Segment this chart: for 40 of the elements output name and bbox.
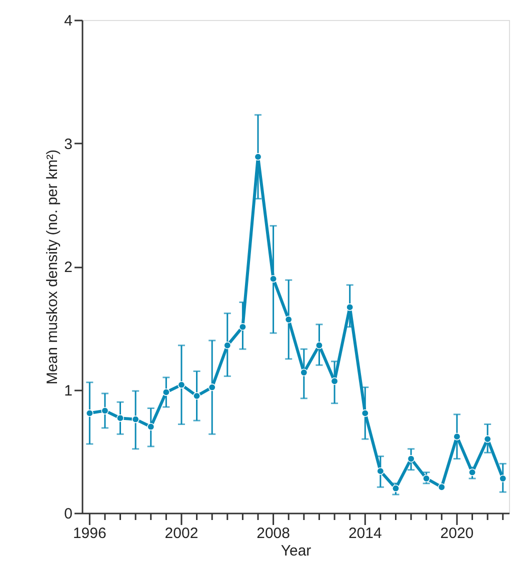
y-tick-label: 3 xyxy=(64,136,72,153)
x-tick-label: 2008 xyxy=(256,525,290,542)
point xyxy=(101,406,109,414)
point xyxy=(315,342,323,350)
point xyxy=(284,316,292,324)
point xyxy=(438,483,446,491)
point xyxy=(238,323,246,331)
point xyxy=(224,342,232,350)
point xyxy=(407,455,415,463)
point xyxy=(162,388,170,396)
point xyxy=(499,474,507,482)
y-axis-title: Mean muskox density (no. per km²) xyxy=(44,149,62,385)
point xyxy=(132,416,140,424)
point xyxy=(361,409,369,417)
point xyxy=(453,432,461,440)
y-tick-label: 2 xyxy=(64,259,72,276)
point xyxy=(468,468,476,476)
point xyxy=(346,303,354,311)
point xyxy=(392,484,400,492)
point xyxy=(116,414,124,422)
y-tick-label: 4 xyxy=(64,12,72,30)
point xyxy=(178,381,186,389)
x-axis-title: Year xyxy=(280,542,312,560)
point xyxy=(270,275,278,283)
x-tick-label: 2002 xyxy=(164,525,198,542)
point xyxy=(147,422,155,430)
point xyxy=(86,409,94,417)
point xyxy=(193,392,201,400)
point xyxy=(330,377,338,385)
y-tick-label: 1 xyxy=(64,382,72,400)
point xyxy=(422,474,430,482)
y-tick-label: 0 xyxy=(64,506,72,522)
point xyxy=(254,153,262,161)
x-tick-label: 1996 xyxy=(72,525,106,542)
x-tick-label: 2014 xyxy=(348,525,382,542)
point xyxy=(208,384,216,392)
point xyxy=(376,467,384,475)
point xyxy=(484,435,492,443)
x-tick-label: 2020 xyxy=(440,525,474,542)
point xyxy=(300,368,308,376)
